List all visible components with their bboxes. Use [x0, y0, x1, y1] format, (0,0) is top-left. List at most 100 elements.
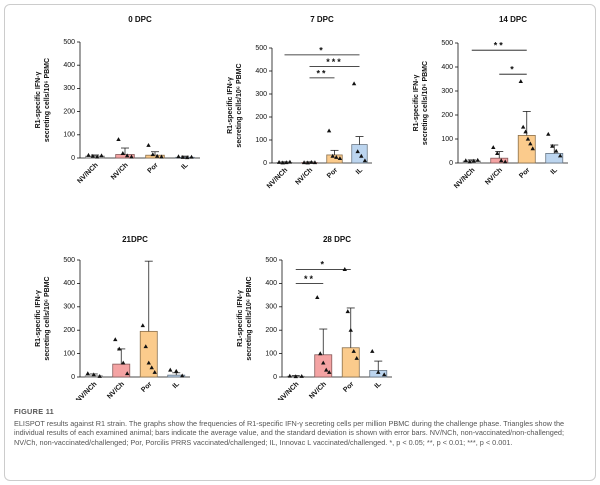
y-tick-label: 200 [441, 112, 453, 119]
data-point [116, 137, 121, 142]
data-point [86, 152, 91, 157]
data-point [467, 159, 472, 164]
data-point [355, 149, 360, 154]
significance-label: * [510, 65, 516, 75]
y-tick-label: 400 [255, 68, 267, 75]
y-tick-label: 400 [63, 62, 75, 69]
data-point [117, 346, 122, 351]
data-point [359, 153, 364, 158]
data-point [94, 154, 100, 159]
y-tick-label: 0 [449, 160, 453, 167]
y-tick-label: 300 [63, 85, 75, 92]
data-point [121, 360, 126, 365]
x-tick-label: NV/Ch [308, 381, 328, 400]
data-point [293, 374, 298, 379]
y-tick-label: 500 [63, 257, 75, 264]
data-point [299, 373, 304, 378]
data-point [463, 158, 468, 163]
data-point [287, 159, 293, 164]
x-tick-label: NV/NCh [266, 167, 289, 190]
y-tick-label: 100 [63, 132, 75, 139]
data-point [159, 154, 164, 159]
data-point [499, 158, 504, 163]
data-point [91, 372, 96, 377]
data-point [326, 128, 332, 133]
caption-text: ELISPOT results against R1 strain. The g… [14, 418, 565, 447]
significance-label: ** [304, 274, 315, 284]
y-axis-label: secreting cells/10⁶ PBMC [44, 58, 51, 142]
y-tick-label: 0 [263, 160, 267, 167]
data-point [351, 81, 357, 86]
data-point [312, 160, 318, 165]
data-point [146, 142, 151, 147]
data-point [280, 160, 285, 165]
data-point [150, 152, 156, 157]
chart-title: 14 DPC [499, 15, 527, 24]
data-point [528, 141, 533, 146]
data-point [99, 153, 104, 158]
data-point [120, 151, 126, 155]
data-point [124, 153, 130, 158]
y-tick-label: 200 [63, 327, 75, 334]
data-point [189, 154, 194, 159]
data-point [125, 371, 130, 376]
x-tick-label: NV/Ch [294, 167, 314, 187]
data-point [154, 153, 160, 158]
y-tick-label: 400 [265, 280, 277, 287]
data-point [475, 157, 480, 162]
x-tick-label: NV/Ch [106, 381, 126, 400]
data-point [305, 160, 310, 165]
data-point [113, 337, 118, 342]
x-tick-label: Por [140, 381, 153, 394]
data-point [180, 373, 185, 378]
data-point [324, 367, 329, 372]
data-point [370, 348, 375, 353]
y-tick-label: 500 [255, 45, 267, 52]
y-tick-label: 0 [71, 374, 75, 381]
data-point [97, 373, 102, 378]
x-tick-label: NV/NCh [75, 381, 98, 400]
x-tick-label: NV/Ch [484, 167, 504, 187]
data-point [495, 151, 500, 155]
data-point [287, 373, 292, 378]
x-tick-label: Por [342, 381, 355, 394]
data-point [140, 323, 145, 328]
data-point [376, 370, 381, 374]
y-tick-label: 0 [71, 155, 75, 162]
y-tick-label: 0 [273, 374, 277, 381]
caption: FIGURE 11 ELISPOT results against R1 str… [14, 407, 586, 447]
data-point [520, 124, 526, 129]
data-point [90, 153, 96, 158]
y-tick-label: 100 [255, 137, 267, 144]
data-point [318, 351, 323, 356]
data-point [382, 372, 387, 377]
x-tick-label: Por [147, 162, 160, 175]
x-tick-label: NV/NCh [76, 162, 99, 185]
data-point [184, 155, 190, 160]
bar [341, 347, 360, 378]
data-point [301, 160, 307, 165]
data-point [337, 156, 343, 160]
y-axis-label: secreting cells/10⁶ PBMC [236, 63, 243, 147]
y-tick-label: 100 [63, 350, 75, 357]
significance-label: ** [494, 41, 505, 51]
x-tick-label: IL [180, 161, 190, 171]
significance-label: * [320, 260, 326, 270]
data-point [180, 155, 186, 159]
significance-label: * [319, 45, 325, 55]
x-tick-label: NV/Ch [110, 162, 130, 182]
data-point [345, 309, 350, 314]
y-axis-label: R1-specific IFN-γ [35, 71, 42, 128]
x-tick-label: IL [550, 166, 560, 176]
data-point [321, 360, 326, 365]
y-axis-label: R1-specific IFN-γ [237, 290, 244, 347]
data-point [152, 370, 157, 374]
data-point [362, 158, 368, 163]
data-point [334, 154, 339, 159]
x-tick-label: NV/NCh [453, 167, 476, 190]
data-point [348, 327, 353, 332]
data-point [276, 160, 282, 164]
data-point [354, 355, 359, 360]
